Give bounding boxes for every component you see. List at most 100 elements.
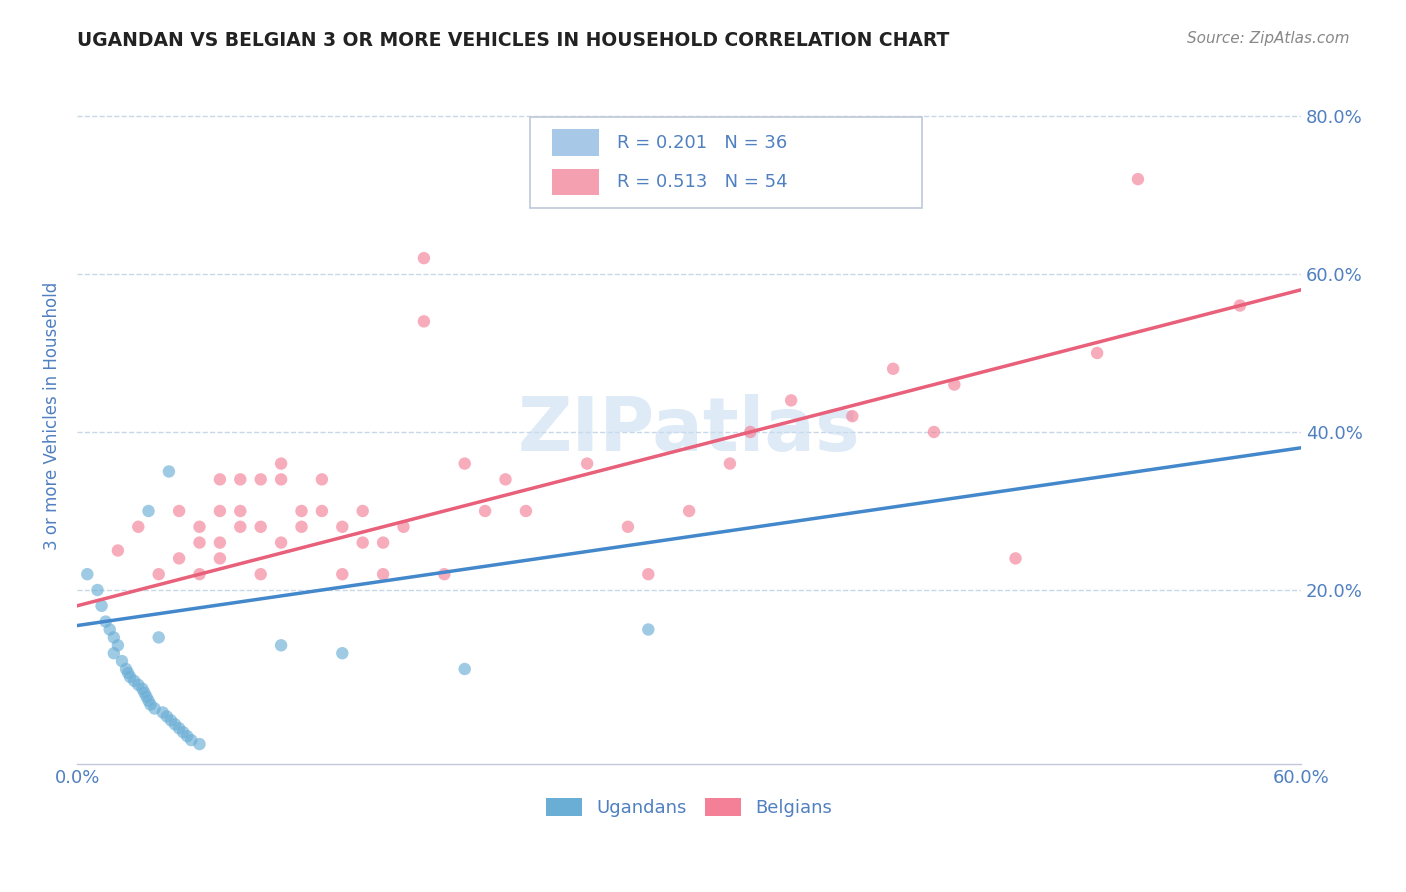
- Point: [180, 733, 202, 747]
- Point: [740, 425, 762, 439]
- Point: [86, 582, 108, 597]
- Point: [115, 662, 138, 676]
- Point: [392, 520, 415, 534]
- Text: R = 0.201   N = 36: R = 0.201 N = 36: [617, 134, 787, 152]
- Y-axis label: 3 or more Vehicles in Household: 3 or more Vehicles in Household: [44, 282, 60, 550]
- Point: [412, 251, 434, 265]
- Point: [188, 520, 211, 534]
- Point: [138, 504, 160, 518]
- Point: [117, 665, 139, 680]
- Point: [157, 465, 180, 479]
- Point: [576, 457, 599, 471]
- Point: [718, 457, 741, 471]
- Point: [637, 623, 659, 637]
- Legend: Ugandans, Belgians: Ugandans, Belgians: [538, 790, 839, 824]
- Point: [433, 567, 456, 582]
- Point: [371, 535, 394, 549]
- Bar: [553, 169, 599, 195]
- Point: [163, 717, 186, 731]
- Point: [412, 314, 434, 328]
- Point: [454, 662, 477, 676]
- Point: [1229, 299, 1251, 313]
- Point: [120, 670, 142, 684]
- Point: [249, 567, 271, 582]
- Point: [229, 504, 252, 518]
- Point: [122, 673, 145, 688]
- Point: [249, 520, 271, 534]
- Point: [330, 520, 353, 534]
- Point: [229, 520, 252, 534]
- Point: [111, 654, 134, 668]
- Point: [1085, 346, 1108, 360]
- Point: [371, 567, 394, 582]
- Point: [188, 567, 211, 582]
- Point: [131, 681, 153, 696]
- Point: [148, 631, 170, 645]
- Text: R = 0.513   N = 54: R = 0.513 N = 54: [617, 173, 787, 191]
- FancyBboxPatch shape: [530, 117, 922, 208]
- Point: [1004, 551, 1026, 566]
- Point: [617, 520, 640, 534]
- Point: [330, 567, 353, 582]
- Point: [107, 543, 129, 558]
- Point: [148, 567, 170, 582]
- Point: [454, 457, 477, 471]
- Point: [103, 646, 125, 660]
- Point: [160, 714, 183, 728]
- Bar: [553, 129, 599, 156]
- Point: [515, 504, 537, 518]
- Point: [270, 457, 292, 471]
- Point: [127, 520, 149, 534]
- Point: [330, 646, 353, 660]
- Point: [270, 472, 292, 486]
- Point: [922, 425, 945, 439]
- Point: [208, 504, 231, 518]
- Point: [134, 686, 156, 700]
- Point: [176, 729, 198, 743]
- Point: [841, 409, 863, 424]
- Point: [943, 377, 966, 392]
- Text: UGANDAN VS BELGIAN 3 OR MORE VEHICLES IN HOUSEHOLD CORRELATION CHART: UGANDAN VS BELGIAN 3 OR MORE VEHICLES IN…: [77, 31, 949, 50]
- Point: [167, 721, 190, 735]
- Point: [882, 361, 904, 376]
- Point: [98, 623, 121, 637]
- Point: [135, 690, 157, 704]
- Point: [352, 535, 374, 549]
- Point: [229, 472, 252, 486]
- Point: [208, 535, 231, 549]
- Point: [208, 472, 231, 486]
- Point: [311, 504, 333, 518]
- Point: [143, 701, 166, 715]
- Point: [780, 393, 803, 408]
- Point: [208, 551, 231, 566]
- Point: [172, 725, 194, 739]
- Text: ZIPatlas: ZIPatlas: [517, 393, 860, 467]
- Point: [107, 638, 129, 652]
- Point: [270, 535, 292, 549]
- Point: [352, 504, 374, 518]
- Point: [474, 504, 496, 518]
- Point: [311, 472, 333, 486]
- Point: [90, 599, 112, 613]
- Point: [167, 504, 190, 518]
- Point: [94, 615, 117, 629]
- Point: [249, 472, 271, 486]
- Point: [103, 631, 125, 645]
- Point: [270, 638, 292, 652]
- Point: [139, 698, 162, 712]
- Text: Source: ZipAtlas.com: Source: ZipAtlas.com: [1187, 31, 1350, 46]
- Point: [188, 737, 211, 751]
- Point: [127, 678, 149, 692]
- Point: [290, 520, 312, 534]
- Point: [152, 706, 174, 720]
- Point: [1126, 172, 1149, 186]
- Point: [290, 504, 312, 518]
- Point: [637, 567, 659, 582]
- Point: [76, 567, 98, 582]
- Point: [495, 472, 517, 486]
- Point: [188, 535, 211, 549]
- Point: [167, 551, 190, 566]
- Point: [678, 504, 700, 518]
- Point: [156, 709, 179, 723]
- Point: [138, 693, 160, 707]
